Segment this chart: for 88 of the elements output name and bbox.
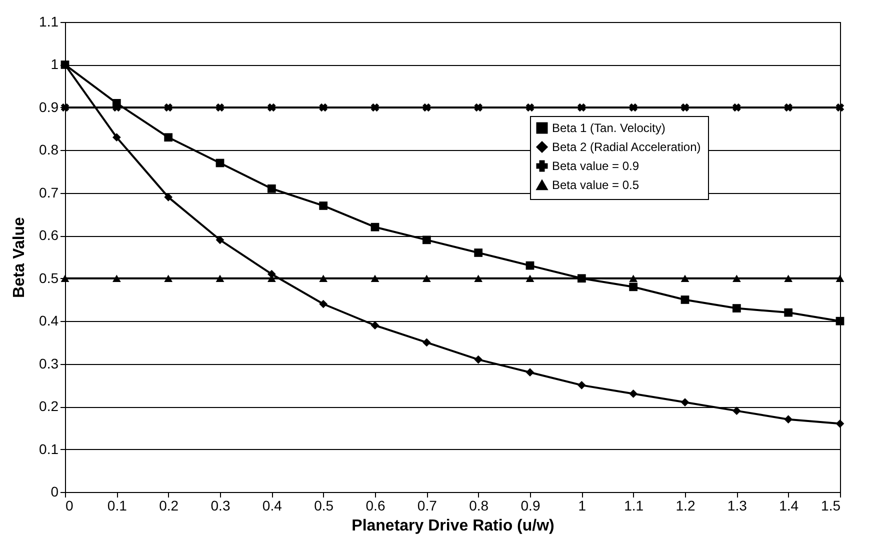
point xyxy=(164,193,173,202)
point xyxy=(370,321,380,330)
y-tick-label: 0.7 xyxy=(39,184,59,200)
x-axis-title: Planetary Drive Ratio (u/w) xyxy=(352,518,554,534)
point xyxy=(319,202,328,210)
point xyxy=(319,103,328,112)
x-tick-label: 1.1 xyxy=(624,498,644,514)
y-tick-label: 0.1 xyxy=(39,440,59,457)
point xyxy=(784,415,793,424)
x-tick-label: 0.6 xyxy=(366,498,386,514)
point xyxy=(526,368,534,377)
point xyxy=(836,316,844,326)
point xyxy=(629,274,638,282)
x-tick-label: 1 xyxy=(578,498,586,514)
x-tick-label: 1.2 xyxy=(676,498,696,514)
point xyxy=(680,296,690,304)
point xyxy=(370,103,380,112)
point xyxy=(422,236,431,244)
point xyxy=(732,304,741,312)
point xyxy=(319,274,328,282)
point xyxy=(112,133,121,142)
point xyxy=(216,103,224,112)
point xyxy=(422,103,431,112)
point xyxy=(474,274,483,282)
point xyxy=(526,103,534,112)
point xyxy=(422,338,431,347)
y-tick-label: 0.5 xyxy=(39,270,59,286)
point xyxy=(112,274,121,282)
point xyxy=(629,390,638,398)
x-tick-label: 0 xyxy=(66,498,74,514)
point xyxy=(370,222,380,232)
point xyxy=(784,103,792,112)
point xyxy=(680,103,690,112)
x-tick-label: 0.5 xyxy=(314,498,334,514)
point xyxy=(474,103,482,112)
y-tick-label: 0.2 xyxy=(39,398,59,414)
x-tick-label: 1.5 xyxy=(821,498,841,514)
x-tick-label: 1.4 xyxy=(779,498,799,514)
x-tick-label: 0.2 xyxy=(159,498,179,514)
y-tick-label: 1 xyxy=(50,56,59,72)
point xyxy=(732,274,741,282)
point xyxy=(474,355,483,364)
point xyxy=(267,184,276,193)
y-tick-label: 0.3 xyxy=(39,355,59,372)
point xyxy=(164,274,173,282)
point xyxy=(680,398,690,406)
x-tick-label: 1.3 xyxy=(727,498,748,514)
x-tick-label: 0.3 xyxy=(210,498,230,514)
y-axis-title: Beta Value xyxy=(11,216,28,298)
point xyxy=(526,274,534,282)
legend-label: Beta value = 0.9 xyxy=(552,159,640,173)
x-tick-label: 0.1 xyxy=(107,498,128,514)
y-tick-label: 0.8 xyxy=(39,142,59,158)
point xyxy=(732,406,741,415)
point xyxy=(836,103,844,112)
point xyxy=(629,282,638,292)
point xyxy=(784,308,793,317)
point xyxy=(216,236,224,244)
point xyxy=(577,381,586,390)
point xyxy=(836,419,844,428)
y-tick-label: 0.9 xyxy=(39,98,59,115)
y-tick-label: 1.1 xyxy=(39,14,59,30)
y-tick-label: 0.4 xyxy=(39,312,59,329)
point xyxy=(422,274,431,282)
point xyxy=(629,103,638,112)
legend-label: Beta 1 (Tan. Velocity) xyxy=(552,121,666,135)
point xyxy=(216,158,224,168)
legend-label: Beta 2 (Radial Acceleration) xyxy=(552,140,701,154)
y-tick-label: 0 xyxy=(50,484,59,500)
x-tick-label: 0.4 xyxy=(262,498,282,514)
x-tick-label: 0.7 xyxy=(417,498,438,514)
point xyxy=(319,300,328,308)
x-tick-label: 0.8 xyxy=(469,498,489,514)
point xyxy=(164,103,172,112)
point xyxy=(784,274,793,282)
point xyxy=(680,274,690,282)
point xyxy=(836,274,844,282)
point xyxy=(526,261,534,270)
point xyxy=(474,248,483,257)
point xyxy=(268,103,276,112)
point xyxy=(732,103,741,112)
point xyxy=(370,274,380,282)
y-tick-label: 0.6 xyxy=(39,227,59,244)
point xyxy=(578,103,586,112)
point xyxy=(164,133,173,142)
x-tick-label: 0.9 xyxy=(520,498,540,514)
point xyxy=(216,274,224,282)
legend-label: Beta value = 0.5 xyxy=(552,178,640,192)
